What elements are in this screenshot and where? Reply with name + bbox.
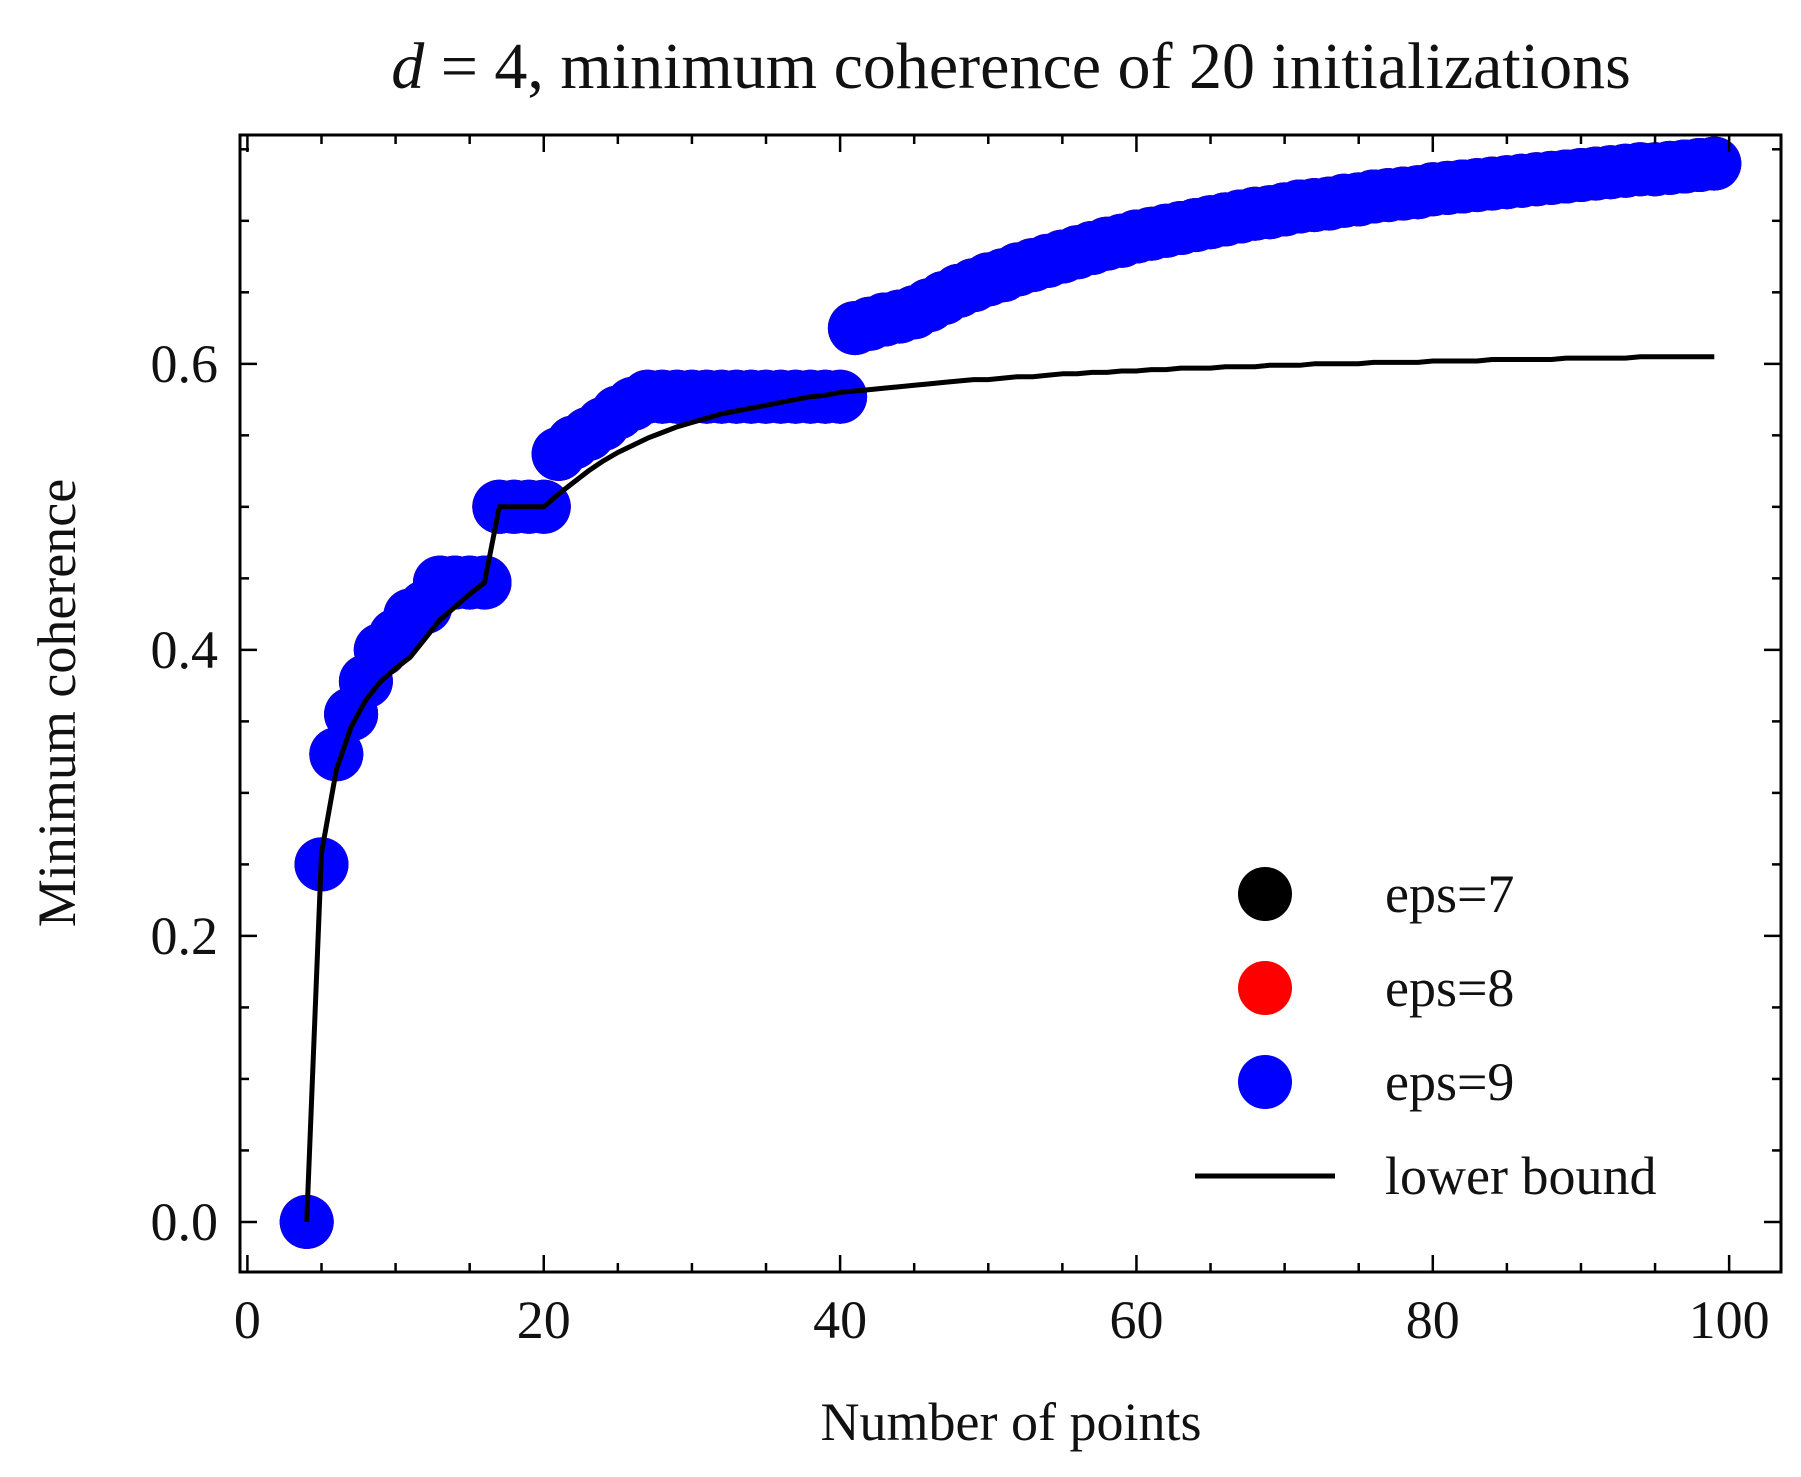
legend-item: eps=9: [1238, 1052, 1514, 1112]
tick-labels: 0 20 40 60 80 100 0.0 0.2 0.4 0.6: [151, 334, 1770, 1350]
x-tick-label: 80: [1406, 1290, 1460, 1350]
series-eps-9: [279, 136, 1742, 1249]
axis-ticks: [240, 135, 1781, 1272]
plot-frame: [238, 133, 1783, 1274]
legend-marker: [1238, 961, 1292, 1015]
y-tick-label: 0.0: [151, 1192, 219, 1252]
title-rest: = 4, minimum coherence of 20 initializat…: [424, 30, 1631, 103]
legend-label: eps=8: [1385, 958, 1514, 1018]
legend: eps=7 eps=8 eps=9 lower bound: [1195, 864, 1656, 1206]
x-tick-label: 100: [1689, 1290, 1770, 1350]
x-tick-label: 60: [1109, 1290, 1163, 1350]
scatter-point: [1687, 136, 1742, 191]
x-axis-title: Number of points: [821, 1392, 1202, 1452]
legend-item: eps=8: [1238, 958, 1514, 1018]
legend-label: eps=7: [1385, 864, 1514, 924]
y-tick-label: 0.2: [151, 906, 219, 966]
y-axis-title: Minimum coherence: [27, 479, 87, 927]
scatter-point: [813, 369, 868, 424]
x-tick-label: 40: [813, 1290, 867, 1350]
y-tick-label: 0.6: [151, 334, 219, 394]
series-eps-8: [279, 136, 1742, 1249]
x-tick-label: 0: [234, 1290, 261, 1350]
legend-marker: [1238, 1055, 1292, 1109]
legend-marker: [1238, 867, 1292, 921]
legend-item: lower bound: [1195, 1146, 1656, 1206]
chart-title: d = 4, minimum coherence of 20 initializ…: [391, 30, 1631, 103]
series-eps-7: [279, 136, 1742, 1249]
legend-label: lower bound: [1385, 1146, 1656, 1206]
legend-item: eps=7: [1238, 864, 1514, 924]
x-tick-label: 20: [517, 1290, 571, 1350]
y-tick-label: 0.4: [151, 620, 219, 680]
lower-bound-line: [304, 354, 1715, 1223]
legend-label: eps=9: [1385, 1052, 1514, 1112]
title-variable: d: [391, 30, 425, 103]
